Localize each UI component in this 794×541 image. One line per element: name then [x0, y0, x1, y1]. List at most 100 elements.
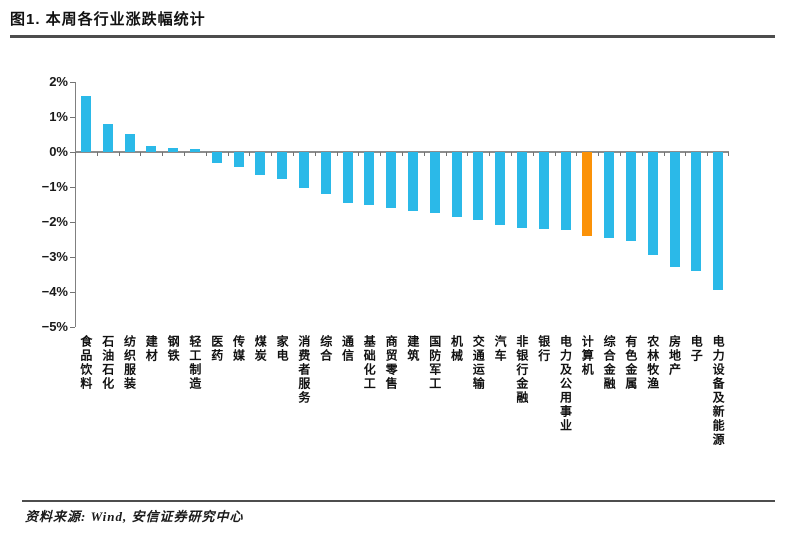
x-axis-tick-mark — [227, 152, 229, 156]
y-axis-tick-mark — [70, 291, 75, 293]
y-axis-tick-mark — [70, 151, 75, 153]
y-axis-tick-label: 2% — [49, 74, 68, 89]
bar-传媒 — [233, 152, 244, 167]
bar-煤炭 — [255, 152, 266, 175]
x-axis-category-label: 食品饮料 — [78, 335, 93, 391]
x-axis-category-labels: 食品饮料 石油石化 纺织服装 建材 钢铁 轻工制造 医药 传媒 煤炭 家电 消费者服务 综合 通信 基础化… — [75, 335, 729, 485]
bar-机械 — [451, 152, 462, 218]
source-divider — [22, 500, 775, 502]
x-axis-tick-mark — [336, 152, 338, 156]
x-axis-category-label: 纺织服装 — [122, 335, 137, 391]
y-axis-tick-label: −5% — [41, 319, 68, 334]
x-axis-category-label: 商贸零售 — [384, 335, 399, 391]
x-axis-category-label: 机械 — [449, 335, 464, 363]
bar-农林牧渔 — [647, 152, 658, 256]
x-axis-tick-mark — [140, 152, 142, 156]
bar-计算机 — [582, 152, 593, 236]
x-axis-tick-mark — [249, 152, 251, 156]
x-axis-category-label: 农林牧渔 — [645, 335, 660, 391]
x-axis-category-label: 煤炭 — [253, 335, 268, 363]
y-axis-tick-label: −4% — [41, 284, 68, 299]
source-text: 资料来源: Wind, 安信证券研究中心 — [25, 509, 244, 524]
x-axis-category-label: 医药 — [209, 335, 224, 363]
bar-房地产 — [669, 152, 680, 267]
x-axis-category-label: 综合金融 — [602, 335, 617, 391]
bar-建材 — [146, 146, 157, 152]
bar-电力及公用事业 — [560, 152, 571, 230]
x-axis-category-label: 通信 — [340, 335, 355, 363]
title-divider — [10, 35, 775, 38]
x-axis-category-label: 建筑 — [405, 335, 420, 363]
x-axis-tick-mark — [554, 152, 556, 156]
bar-医药 — [211, 152, 222, 163]
bar-消费者服务 — [298, 152, 309, 188]
x-axis-category-label: 家电 — [275, 335, 290, 363]
x-axis-tick-mark — [162, 152, 164, 156]
bar-国防军工 — [429, 152, 440, 214]
figure-title: 图1. 本周各行业涨跌幅统计 — [10, 11, 206, 28]
bar-商贸零售 — [386, 152, 397, 208]
x-axis-category-label: 有色金属 — [623, 335, 638, 391]
bar-有色金属 — [625, 152, 636, 242]
x-axis-category-label: 国防军工 — [427, 335, 442, 391]
bar-综合金融 — [604, 152, 615, 238]
bar-食品饮料 — [80, 96, 91, 152]
x-axis-category-label: 交通运输 — [471, 335, 486, 391]
x-axis-category-label: 房地产 — [667, 335, 682, 377]
bar-钢铁 — [168, 147, 179, 152]
bar-石油石化 — [102, 124, 113, 152]
x-axis-category-label: 电力设备及新能源 — [711, 335, 726, 447]
x-axis-tick-mark — [96, 152, 98, 156]
x-axis-tick-mark — [293, 152, 294, 156]
x-axis-category-label: 计算机 — [580, 335, 595, 377]
bar-基础化工 — [364, 152, 375, 206]
bar-通信 — [342, 152, 353, 203]
bar-电子 — [691, 152, 702, 271]
plot-area — [70, 81, 729, 328]
y-axis-tick-mark — [70, 256, 75, 258]
x-axis-tick-mark — [576, 152, 578, 156]
x-axis-tick-mark — [598, 152, 600, 156]
x-axis-tick-mark — [707, 152, 709, 156]
y-axis-tick-label: 1% — [49, 109, 68, 124]
x-axis-tick-mark — [380, 152, 382, 156]
x-axis-tick-mark — [445, 152, 447, 156]
y-axis-tick-mark — [70, 186, 75, 188]
x-axis-tick-mark — [423, 152, 425, 156]
y-axis-tick-label: −2% — [41, 214, 68, 229]
x-axis-category-label: 电力及公用事业 — [558, 335, 573, 433]
x-axis-category-label: 基础化工 — [362, 335, 377, 391]
y-axis-line — [75, 82, 76, 327]
bar-建筑 — [407, 152, 418, 211]
y-axis-tick-label: −1% — [41, 179, 68, 194]
bar-轻工制造 — [189, 149, 200, 152]
bar-银行 — [538, 152, 549, 229]
y-axis-tick-mark — [70, 81, 75, 83]
x-axis-tick-mark — [685, 152, 687, 156]
x-axis-category-label: 建材 — [144, 335, 159, 363]
x-axis-tick-mark — [205, 152, 207, 156]
x-axis-tick-mark — [511, 152, 512, 156]
y-axis-tick-label: −3% — [41, 249, 68, 264]
x-axis-tick-mark — [489, 152, 491, 156]
x-axis-category-label: 非银行金融 — [514, 335, 529, 405]
bar-电力设备及新能源 — [713, 152, 724, 291]
bar-交通运输 — [473, 152, 484, 221]
bar-综合 — [320, 152, 331, 194]
x-axis-tick-mark — [620, 152, 621, 156]
x-axis-category-label: 石油石化 — [100, 335, 115, 391]
x-axis-tick-mark — [314, 152, 316, 156]
x-axis-category-label: 消费者服务 — [296, 335, 311, 405]
x-axis-tick-mark — [641, 152, 643, 156]
x-axis-category-label: 综合 — [318, 335, 333, 363]
bar-家电 — [277, 152, 288, 180]
y-axis-tick-label: 0% — [49, 144, 68, 159]
x-axis-tick-mark — [663, 152, 665, 156]
x-axis-tick-mark — [118, 152, 120, 156]
x-axis-tick-mark — [467, 152, 469, 156]
x-axis-tick-mark — [271, 152, 273, 156]
y-axis-labels: 2% 1% 0% −1% −2% −3% −4% −5% — [18, 74, 68, 334]
x-axis-category-label: 传媒 — [231, 335, 246, 363]
x-axis-category-label: 电子 — [689, 335, 704, 363]
x-axis-category-label: 银行 — [536, 335, 551, 363]
